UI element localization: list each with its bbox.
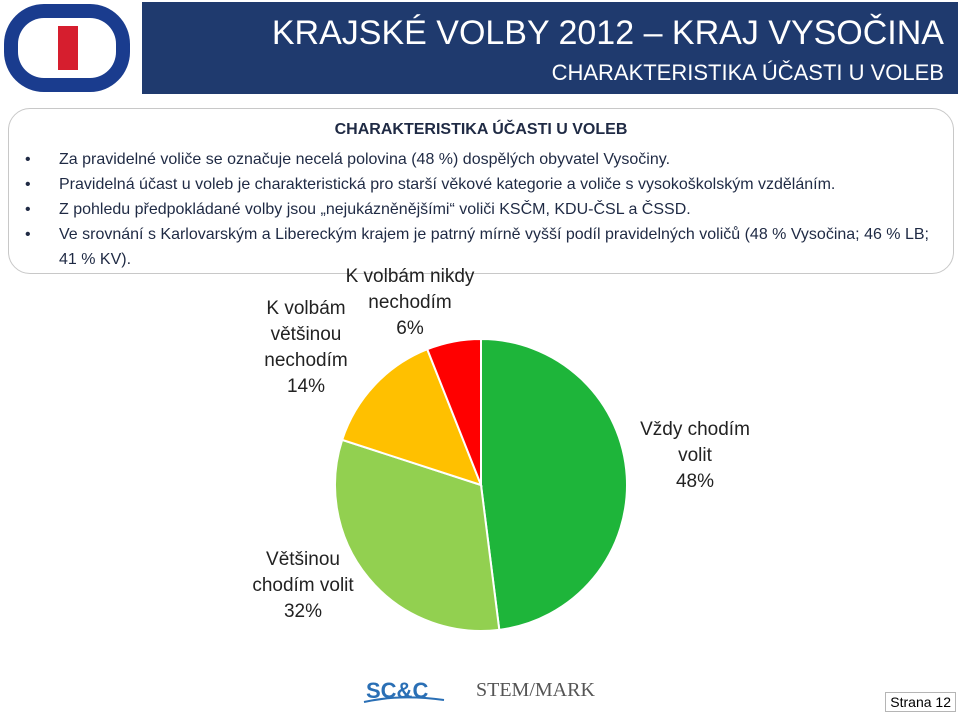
pie-slice <box>480 337 628 631</box>
stemmark-logo: STEM/MARK <box>476 679 595 701</box>
bullet-icon: • <box>25 201 31 218</box>
bullet-icon: • <box>25 226 31 243</box>
page-subtitle: CHARAKTERISTIKA ÚČASTI U VOLEB <box>551 60 944 85</box>
pie-slice <box>425 337 482 486</box>
summary-list: • Za pravidelné voliče se označuje necelá… <box>25 147 951 272</box>
bullet-icon: • <box>25 151 31 168</box>
pie-slice <box>334 438 501 632</box>
summary-bullet: • Ve srovnání s Karlovarským a Libereckým… <box>25 222 951 272</box>
pie-slice-value: 6% <box>396 318 424 339</box>
pie-slice-label: Většinou chodím volit <box>252 549 354 596</box>
footer-logos: SC&C STEM/MARK <box>363 678 595 703</box>
pie-slice-label: K volbám většinou nechodím <box>264 298 347 371</box>
pie-slice <box>340 347 483 487</box>
page-number: Strana 12 <box>885 692 956 712</box>
summary-bullet: • Pravidelná účast u voleb je charakteris… <box>25 172 951 197</box>
pie-slice-value: 48% <box>676 471 714 492</box>
header-bar: KRAJSKÉ VOLBY 2012 – KRAJ VYSOČINA CHARA… <box>142 2 958 94</box>
scc-logo-swoosh <box>363 696 445 703</box>
summary-bullet: • Z pohledu předpokládané volby jsou „nej… <box>25 197 951 222</box>
pie-slice-value: 14% <box>287 376 325 397</box>
summary-box: CHARAKTERISTIKA ÚČASTI U VOLEB • Za pravi… <box>8 108 954 274</box>
summary-title: CHARAKTERISTIKA ÚČASTI U VOLEB <box>334 121 628 138</box>
bullet-icon: • <box>25 176 31 193</box>
page-title: KRAJSKÉ VOLBY 2012 – KRAJ VYSOČINA <box>271 14 944 52</box>
tv-logo <box>4 4 130 92</box>
pie-slice-label: Vždy chodím volit <box>640 419 750 466</box>
summary-bullet: • Za pravidelné voliče se označuje necelá… <box>25 147 951 172</box>
pie-slice-value: 32% <box>284 601 322 622</box>
